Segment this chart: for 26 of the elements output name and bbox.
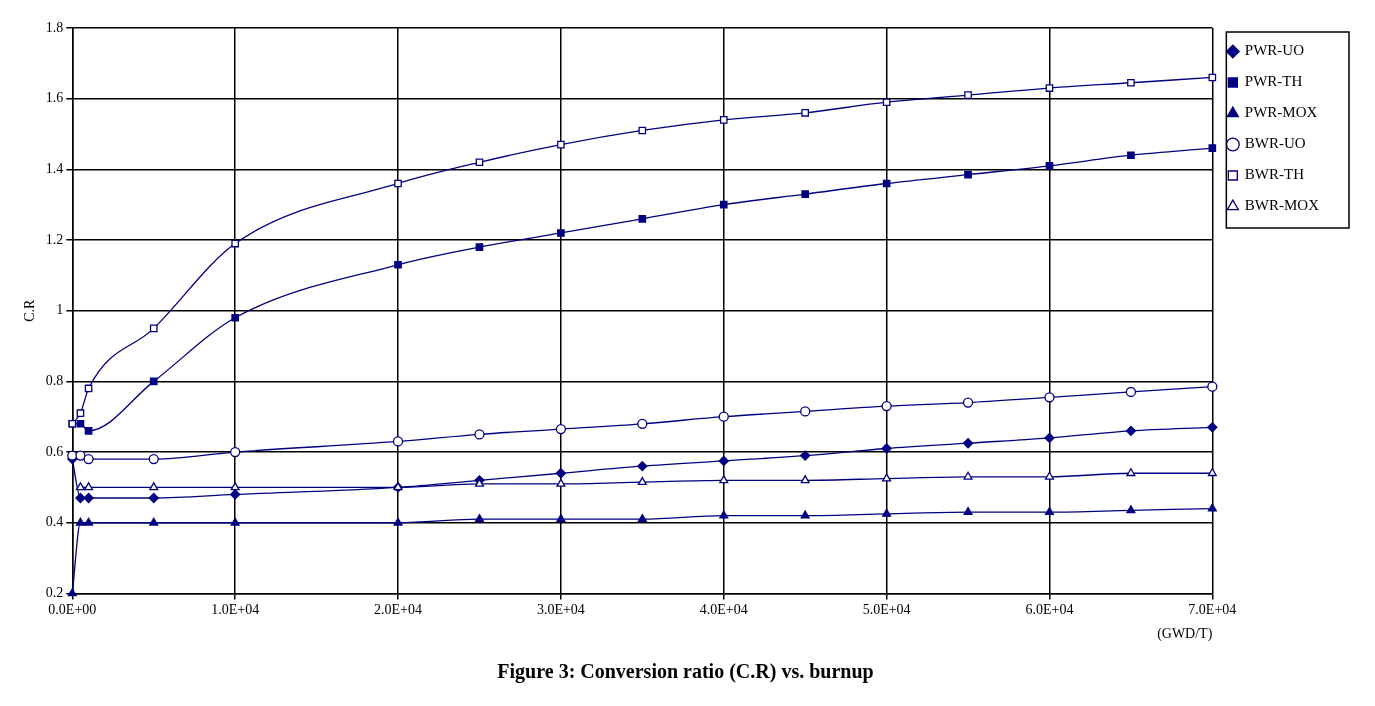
x-tick-label: 0.0E+00 [48,602,97,618]
y-tick-label: 1.4 [45,161,64,177]
y-tick-label: 1.8 [45,19,64,35]
x-tick-label: 1.0E+04 [211,602,260,618]
x-tick-label: 2.0E+04 [374,602,422,618]
legend-label: BWR-TH [1244,166,1305,183]
y-axis-title: C.R [22,298,38,322]
legend-label: PWR-TH [1244,73,1303,90]
y-tick-label: 0.8 [45,373,64,389]
x-tick-label: 7.0E+04 [1188,602,1237,618]
y-tick-label: 1 [56,302,64,318]
y-tick-label: 0.6 [45,443,64,459]
legend-label: BWR-UO [1244,135,1306,152]
y-tick-label: 1.6 [45,90,64,106]
x-axis-title: (GWD/T) [1157,626,1213,643]
x-tick-label: 5.0E+04 [862,602,911,618]
legend-label: PWR-UO [1244,42,1305,59]
text: Figure 3: Conversion ratio (C.R) vs. burnup [497,660,874,684]
x-tick-label: 4.0E+04 [699,602,748,618]
y-tick-label: 1.2 [45,231,64,247]
x-tick-label: 6.0E+04 [1025,602,1074,618]
legend-label: PWR-MOX [1244,104,1318,121]
legend-label: BWR-MOX [1244,197,1320,214]
y-tick-label: 0.2 [45,585,64,601]
x-tick-label: 3.0E+04 [536,602,585,618]
y-tick-label: 0.4 [45,514,64,530]
